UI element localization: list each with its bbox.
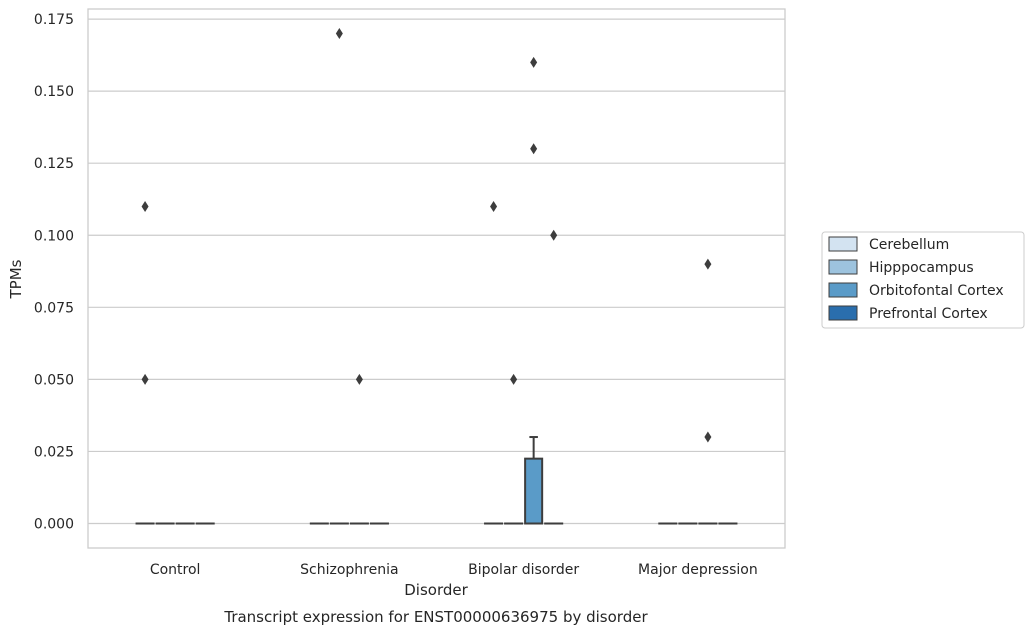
legend-label: Hipppocampus [869,260,974,276]
y-tick-label: 0.000 [34,517,74,533]
outlier-point [530,56,538,68]
y-tick-label: 0.175 [34,12,74,28]
y-tick-labels: 0.000 0.025 0.050 0.075 0.100 0.125 0.150 0.175 [34,12,74,532]
legend-item: Prefrontal Cortex [828,305,988,322]
outlier-point [355,373,363,385]
x-tick-label: Schizophrenia [300,562,398,578]
legend: Cerebellum Hipppocampus Orbitofontal Corte… [821,231,1025,329]
legend-swatch [828,236,858,252]
y-tick-label: 0.025 [34,444,74,460]
legend-items: Cerebellum Hipppocampus Orbitofontal Corte… [828,236,1004,322]
x-tick-labels: Control Schizophrenia Bipolar disorder Majo… [150,562,758,578]
legend-swatch [828,259,858,275]
legend-item: Orbitofontal Cortex [828,282,1004,299]
legend-label: Orbitofontal Cortex [869,283,1004,299]
box-group [524,436,544,525]
legend-swatch [828,305,858,321]
legend-item: Cerebellum [828,236,949,253]
x-tick-label: Major depression [638,562,758,578]
box-iqr [524,457,544,525]
outlier-point [335,28,343,39]
plot-frame [87,8,786,549]
grid-layer [88,18,785,525]
outlier-point [490,200,498,212]
y-tick-label: 0.100 [34,228,74,244]
outlier-point [530,143,538,155]
x-tick-label: Control [150,562,201,578]
legend-label: Cerebellum [869,237,949,253]
boxes-layer [135,436,738,525]
outlier-point [510,373,518,385]
chart-caption: Transcript expression for ENST0000063697… [223,608,648,626]
y-tick-label: 0.075 [34,300,74,316]
legend-item: Hipppocampus [828,259,974,276]
outlier-point [141,373,149,385]
outlier-point [550,229,558,241]
y-axis-label: TPMs [7,259,25,299]
legend-swatch [828,282,858,298]
x-axis-label: Disorder [404,581,468,599]
legend-frame [821,231,1025,329]
legend-label: Prefrontal Cortex [869,306,988,322]
outlier-point [704,258,712,270]
y-tick-label: 0.050 [34,372,74,388]
outliers-layer [141,28,712,443]
x-tick-label: Bipolar disorder [468,562,579,578]
y-tick-label: 0.125 [34,156,74,172]
outlier-point [141,200,149,212]
y-tick-label: 0.150 [34,84,74,100]
outlier-point [704,431,712,443]
